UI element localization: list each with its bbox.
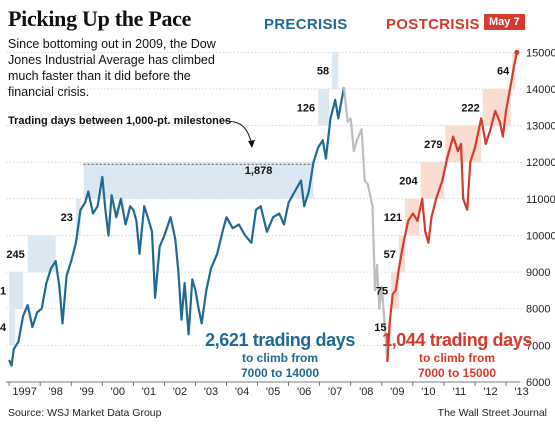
credit-note: The Wall Street Journal (437, 407, 547, 419)
x-tick-label: '98 (49, 386, 63, 398)
milestone-band (332, 52, 339, 89)
milestone-band (27, 235, 56, 273)
series-line-precrisis (8, 86, 345, 367)
milestone-label: 58 (317, 66, 329, 78)
milestone-label: 245 (6, 249, 24, 261)
milestone-label: 75 (376, 285, 388, 297)
y-tick-label: 10000 (526, 230, 555, 242)
x-tick-label: '12 (483, 386, 497, 398)
milestone-label: 104 (0, 322, 7, 334)
y-tick-label: 15000 (526, 47, 555, 59)
y-tick-label: 14000 (526, 84, 555, 96)
subtitle: Since bottoming out in 2009, the Dow Jon… (8, 37, 216, 99)
may7-point (514, 49, 520, 55)
milestone-label: 181 (0, 285, 6, 297)
x-tick-label: '06 (297, 386, 311, 398)
series-line-crisis (342, 86, 389, 362)
y-tick-label: 8000 (526, 304, 550, 316)
x-tick-label: '99 (80, 386, 94, 398)
precrisis-label: PRECRISIS (264, 16, 348, 33)
precrisis-stat: 2,621 trading days to climb from 7000 to… (205, 330, 355, 381)
milestone-label: 57 (384, 249, 396, 261)
x-tick-label: '03 (204, 386, 218, 398)
postcrisis-stat-line3: 7000 to 15000 (417, 366, 497, 380)
postcrisis-stat-line2: to climb from (418, 351, 495, 365)
milestone-label: 222 (461, 102, 479, 114)
x-tick-label: '08 (359, 386, 373, 398)
y-tick-label: 9000 (526, 267, 550, 279)
source-note: Source: WSJ Market Data Group (8, 407, 162, 419)
date-badge: May 7 (484, 14, 525, 30)
milestone-label: 279 (424, 139, 442, 151)
precrisis-stat-line2: to climb from (241, 351, 318, 365)
x-tick-label: '07 (328, 386, 342, 398)
x-tick-label: '00 (111, 386, 125, 398)
x-tick-label: '02 (173, 386, 187, 398)
x-tick-label: '04 (235, 386, 249, 398)
milestone-label: 64 (497, 66, 510, 78)
annotation-arrowhead (248, 140, 255, 148)
x-tick-label: '01 (142, 386, 156, 398)
milestone-band (83, 162, 314, 199)
y-tick-label: 6000 (526, 377, 550, 389)
y-tick-label: 12000 (526, 157, 555, 169)
x-tick-label: '13 (514, 386, 528, 398)
milestone-label: 1,878 (245, 165, 273, 177)
x-tick-label: '11 (453, 386, 467, 398)
annotation-arrow (224, 120, 253, 147)
milestone-band (75, 198, 81, 236)
milestone-band (9, 308, 16, 346)
y-tick-label: 7000 (526, 340, 550, 352)
milestone-label: 23 (61, 212, 73, 224)
milestone-label: 121 (384, 212, 402, 224)
milestone-label: 204 (399, 176, 418, 188)
y-tick-label: 11000 (526, 194, 555, 206)
x-tick-label: '10 (421, 386, 435, 398)
postcrisis-label: POSTCRISIS (386, 16, 480, 33)
milestone-band (405, 198, 420, 236)
milestone-label: 126 (297, 102, 315, 114)
title: Picking Up the Pace (8, 6, 192, 31)
y-tick-label: 13000 (526, 121, 555, 133)
milestone-band (420, 162, 444, 199)
milestone-band (318, 88, 329, 126)
milestone-label: 15 (374, 322, 386, 334)
precrisis-stat-days: 2,621 trading days (205, 330, 355, 350)
milestone-band (9, 272, 24, 309)
postcrisis-stat-days: 1,044 trading days (382, 330, 532, 350)
annotation-heading: Trading days between 1,000-pt. milestone… (8, 115, 232, 127)
x-tick-label: '05 (266, 386, 280, 398)
precrisis-stat-line3: 7000 to 14000 (240, 366, 320, 380)
series-line-postcrisis (386, 52, 518, 362)
x-tick-label: 1997 (12, 386, 36, 398)
x-tick-label: '09 (390, 386, 404, 398)
postcrisis-stat: 1,044 trading days to climb from 7000 to… (382, 330, 532, 381)
